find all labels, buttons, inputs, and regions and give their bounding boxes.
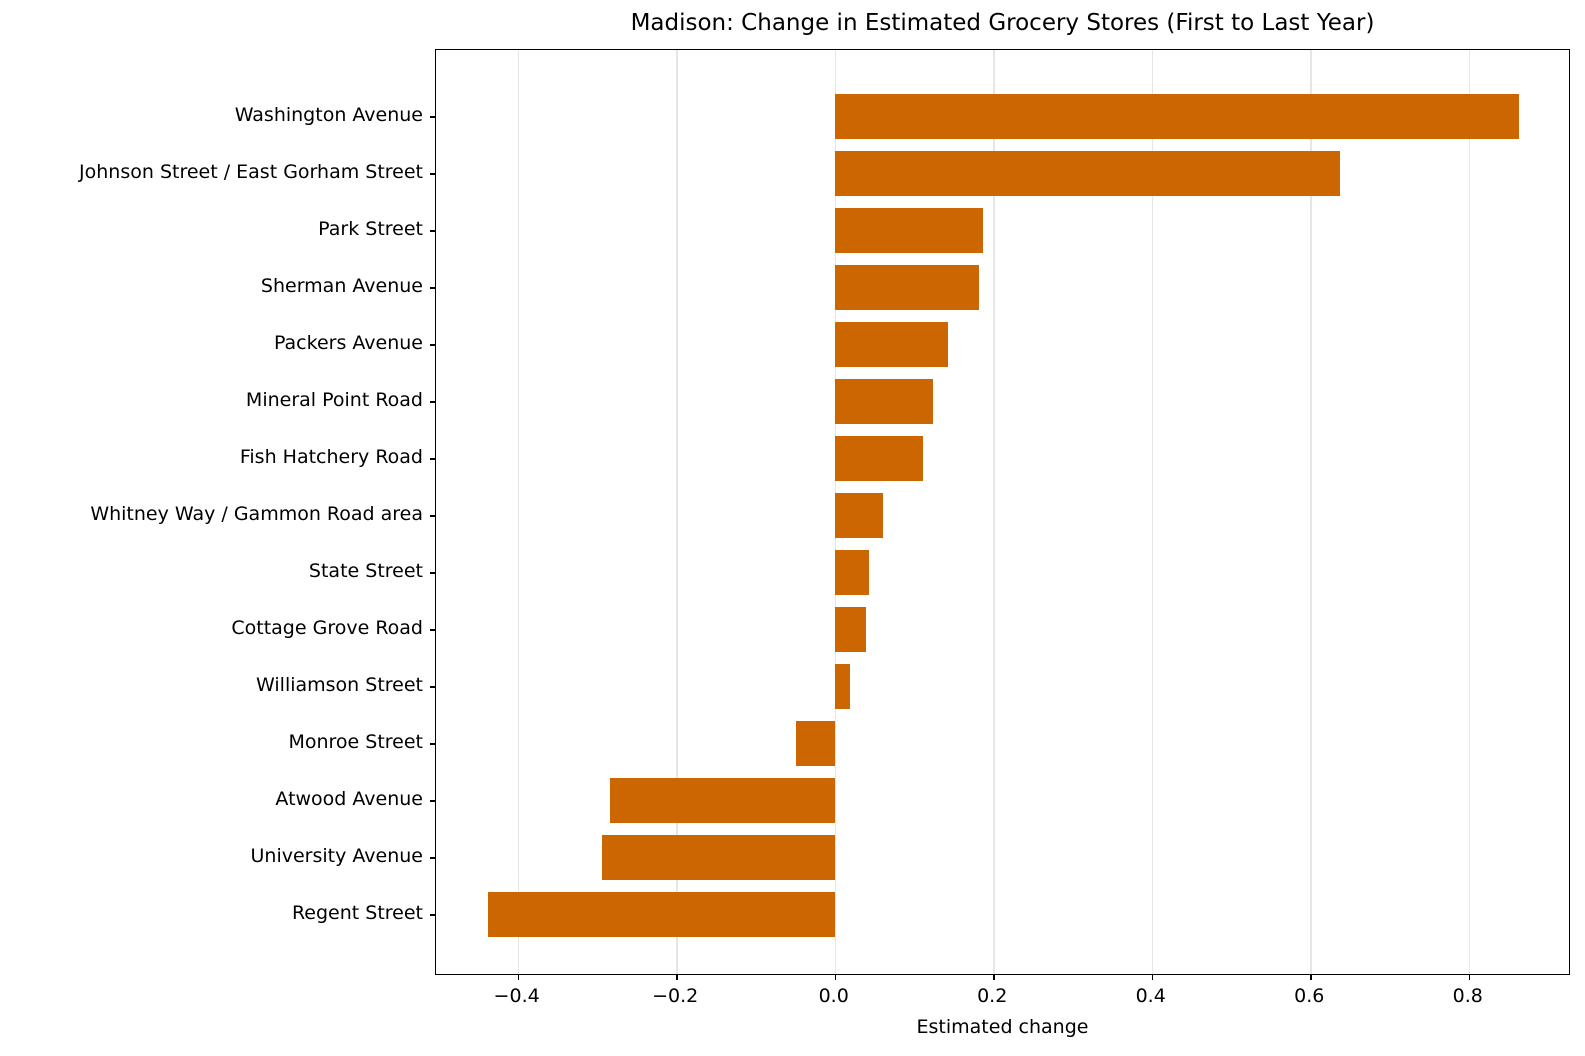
- x-tick-label: 0.8: [1452, 985, 1483, 1007]
- x-tick-label: −0.2: [652, 985, 699, 1007]
- bar: [834, 606, 866, 652]
- bar: [834, 492, 884, 538]
- chart-title: Madison: Change in Estimated Grocery Sto…: [630, 10, 1375, 36]
- y-tick: [430, 401, 436, 403]
- x-tick: [1310, 974, 1312, 980]
- y-tick-label: Atwood Avenue: [275, 788, 423, 810]
- gridline: [993, 50, 995, 974]
- x-tick: [1151, 974, 1154, 980]
- x-tick: [993, 974, 995, 980]
- x-tick: [676, 974, 678, 980]
- y-tick: [430, 800, 436, 802]
- bar: [610, 777, 835, 823]
- gridline: [517, 50, 520, 974]
- y-tick: [430, 458, 436, 460]
- y-tick-label: Johnson Street / East Gorham Street: [79, 161, 423, 183]
- x-tick: [834, 974, 837, 980]
- gridline: [1151, 50, 1154, 974]
- x-tick-label: −0.4: [493, 985, 540, 1007]
- bar: [834, 435, 924, 481]
- bar: [487, 891, 835, 937]
- y-tick: [430, 173, 436, 175]
- gridline: [676, 50, 678, 974]
- y-tick: [430, 572, 436, 574]
- y-tick: [430, 515, 436, 517]
- bar: [601, 834, 835, 880]
- y-tick: [430, 857, 436, 859]
- y-tick: [430, 230, 436, 232]
- y-tick: [430, 629, 436, 631]
- bar: [834, 378, 933, 424]
- bar: [834, 150, 1341, 196]
- y-tick-label: Washington Avenue: [234, 104, 423, 126]
- y-tick-label: Cottage Grove Road: [231, 617, 423, 639]
- bar: [834, 93, 1519, 139]
- x-tick-label: 0.2: [977, 985, 1008, 1007]
- bar: [834, 549, 869, 595]
- y-tick-label: University Avenue: [250, 845, 423, 867]
- y-tick-label: Monroe Street: [288, 731, 423, 753]
- y-tick: [430, 116, 436, 118]
- y-tick-label: Mineral Point Road: [245, 389, 423, 411]
- y-tick: [430, 743, 436, 745]
- x-tick-label: 0.4: [1135, 985, 1166, 1007]
- x-tick: [1468, 974, 1471, 980]
- bar: [834, 321, 948, 367]
- y-tick-label: Fish Hatchery Road: [239, 446, 423, 468]
- y-tick-label: Williamson Street: [256, 674, 423, 696]
- bar: [834, 663, 850, 709]
- bar: [834, 264, 979, 310]
- y-tick-label: Packers Avenue: [273, 332, 423, 354]
- x-axis-title: Estimated change: [916, 1016, 1089, 1038]
- bar: [834, 207, 983, 253]
- y-tick: [430, 344, 436, 346]
- y-tick-label: Park Street: [318, 218, 423, 240]
- y-tick-label: Sherman Avenue: [260, 275, 423, 297]
- y-tick-label: Regent Street: [291, 902, 423, 924]
- bar: [795, 720, 835, 766]
- x-tick-label: 0.0: [818, 985, 849, 1007]
- plot-area: [430, 49, 1570, 980]
- gridline: [1468, 50, 1471, 974]
- gridline: [1310, 50, 1312, 974]
- y-tick: [430, 914, 436, 916]
- y-tick: [430, 287, 436, 289]
- y-tick-label: State Street: [308, 560, 423, 582]
- y-tick: [430, 686, 436, 688]
- x-tick: [517, 974, 520, 980]
- y-tick-label: Whitney Way / Gammon Road area: [90, 503, 423, 525]
- x-tick-label: 0.6: [1294, 985, 1325, 1007]
